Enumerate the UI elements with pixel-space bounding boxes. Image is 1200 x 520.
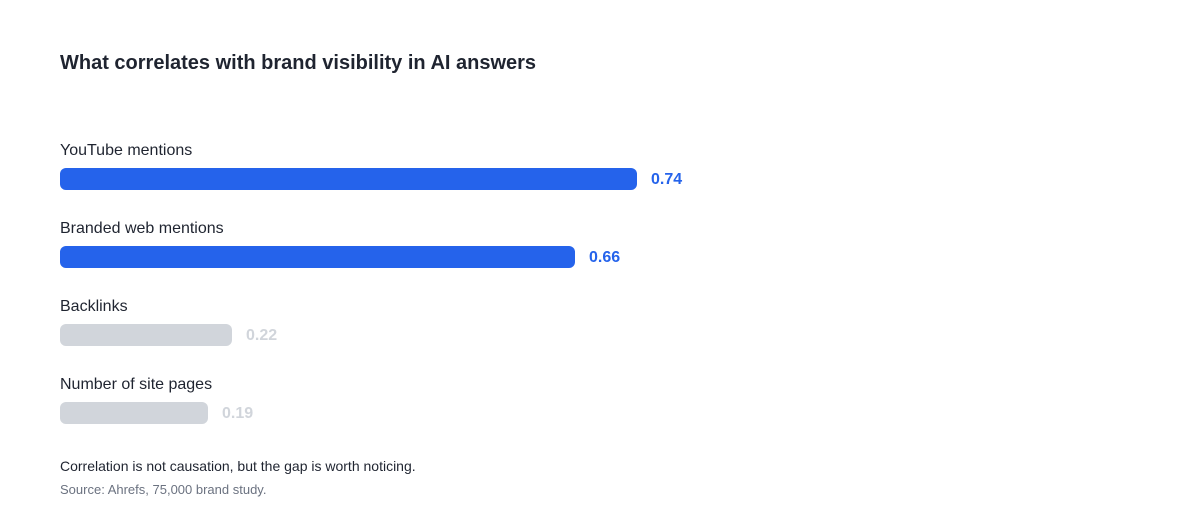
- bar: [60, 246, 575, 268]
- bar-chart: YouTube mentions 0.74 Branded web mentions…: [60, 141, 840, 453]
- bar-category-label: Number of site pages: [60, 376, 213, 393]
- bar: [60, 402, 208, 424]
- bar-value-label: 0.19: [222, 405, 254, 422]
- chart-title: What correlates with brand visibility in…: [60, 52, 537, 74]
- bar-row: Branded web mentions 0.66: [60, 219, 840, 297]
- bar-row: Number of site pages 0.19: [60, 375, 840, 453]
- bar-value-label: 0.22: [246, 327, 278, 344]
- source-note: Source: Ahrefs, 75,000 brand study.: [60, 482, 267, 497]
- bar-row: Backlinks 0.22: [60, 297, 840, 375]
- bar-row: YouTube mentions 0.74: [60, 141, 840, 219]
- bar-category-label: YouTube mentions: [60, 142, 193, 159]
- bar-value-label: 0.66: [589, 249, 621, 266]
- bar-category-label: Backlinks: [60, 298, 128, 315]
- bar-value-label: 0.74: [651, 171, 683, 188]
- footnote: Correlation is not causation, but the ga…: [60, 458, 416, 474]
- bar-category-label: Branded web mentions: [60, 220, 224, 237]
- bar: [60, 324, 232, 346]
- bar: [60, 168, 637, 190]
